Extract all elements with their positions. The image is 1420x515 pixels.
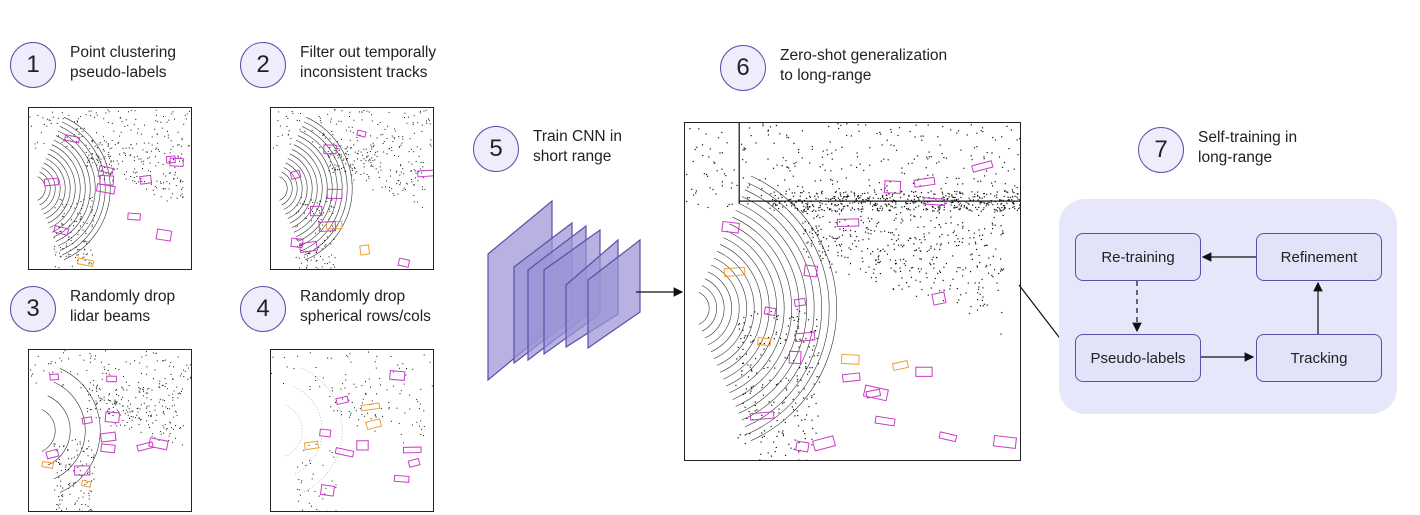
- step-5: 5 Train CNN in short range: [473, 126, 622, 172]
- step-number: 5: [473, 126, 519, 172]
- cnn-icon: [487, 199, 641, 382]
- step-label: Randomly drop lidar beams: [70, 288, 176, 325]
- lidar-panel-1: [28, 107, 192, 270]
- lidar-bev-image: [271, 351, 433, 511]
- lidar-points: [271, 351, 433, 511]
- step-1: 1 Point clustering pseudo-labels: [10, 42, 176, 88]
- detection-boxes: [303, 370, 422, 497]
- tracking-node: Tracking: [1256, 334, 1382, 382]
- lidar-rings: [41, 368, 101, 493]
- step-label: Train CNN in short range: [533, 128, 622, 165]
- lidar-points: [686, 123, 1020, 460]
- step-number: 1: [10, 42, 56, 88]
- step-label: Self-training in long-range: [1198, 129, 1298, 166]
- refinement-node: Refinement: [1256, 233, 1382, 281]
- cnn-layer: [587, 238, 641, 350]
- step-number: 4: [240, 286, 286, 332]
- lidar-points: [30, 350, 191, 511]
- step-7: 7 Self-training in long-range: [1138, 127, 1297, 173]
- lidar-bev-image: [686, 123, 1020, 460]
- lidar-rings: [285, 368, 343, 493]
- lidar-rings: [279, 117, 353, 260]
- lidar-bev-image: [29, 109, 190, 269]
- lidar-points: [272, 109, 432, 269]
- detection-boxes: [289, 129, 433, 268]
- step-number: 6: [720, 45, 766, 91]
- detection-boxes: [721, 160, 1018, 453]
- step-label: Randomly drop spherical rows/cols: [300, 288, 431, 325]
- step-4: 4 Randomly drop spherical rows/cols: [240, 286, 431, 332]
- step-number: 7: [1138, 127, 1184, 173]
- lidar-panel-3: [28, 349, 192, 512]
- step-label: Zero-shot generalization to long-range: [780, 47, 948, 84]
- lidar-points: [29, 109, 190, 269]
- lidar-bev-image: [272, 109, 433, 269]
- step-label: Point clustering pseudo-labels: [70, 44, 176, 81]
- step-label: Filter out temporally inconsistent track…: [300, 44, 437, 81]
- lidar-panel-2: [270, 107, 434, 270]
- retraining-node: Re-training: [1075, 233, 1201, 281]
- step-2: 2 Filter out temporally inconsistent tra…: [240, 42, 436, 88]
- lidar-bev-image: [30, 350, 191, 511]
- lidar-panel-longrange: [684, 122, 1021, 461]
- detection-boxes: [43, 134, 184, 268]
- detection-boxes: [41, 373, 169, 488]
- step-6: 6 Zero-shot generalization to long-range: [720, 45, 947, 91]
- step-3: 3 Randomly drop lidar beams: [10, 286, 175, 332]
- step-number: 2: [240, 42, 286, 88]
- pseudo-labels-node: Pseudo-labels: [1075, 334, 1201, 382]
- step-number: 3: [10, 286, 56, 332]
- lidar-rings: [698, 175, 838, 441]
- lidar-panel-4: [270, 349, 434, 512]
